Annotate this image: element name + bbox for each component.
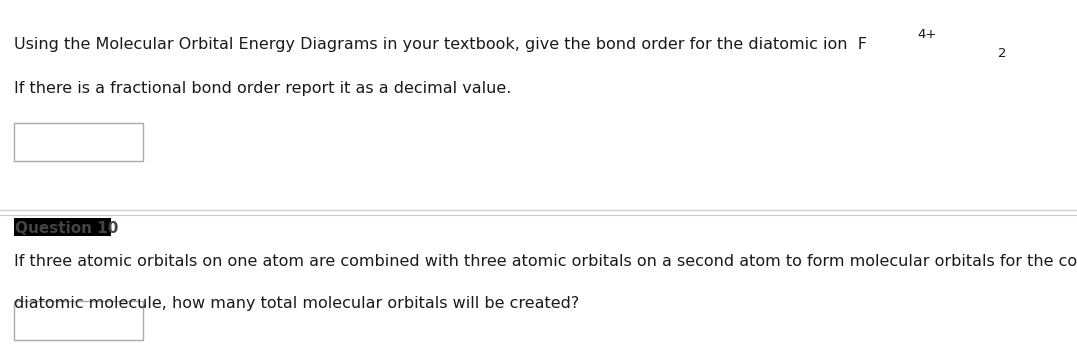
Text: 4+: 4+ [917, 28, 936, 41]
Text: If three atomic orbitals on one atom are combined with three atomic orbitals on : If three atomic orbitals on one atom are… [14, 254, 1077, 269]
FancyBboxPatch shape [14, 301, 143, 340]
Text: Question 10: Question 10 [15, 220, 118, 236]
FancyBboxPatch shape [14, 218, 111, 236]
Text: Using the Molecular Orbital Energy Diagrams in your textbook, give the bond orde: Using the Molecular Orbital Energy Diagr… [14, 37, 867, 52]
Text: diatomic molecule, how many total molecular orbitals will be created?: diatomic molecule, how many total molecu… [14, 296, 579, 311]
FancyBboxPatch shape [14, 122, 143, 161]
Text: If there is a fractional bond order report it as a decimal value.: If there is a fractional bond order repo… [14, 80, 512, 96]
Text: 2: 2 [998, 47, 1007, 60]
